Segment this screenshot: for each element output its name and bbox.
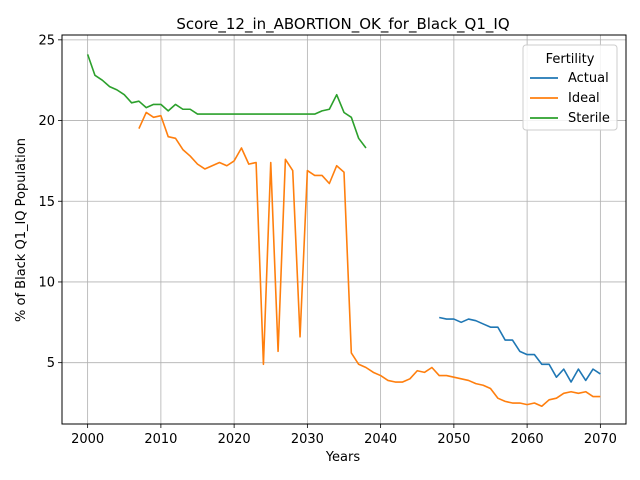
x-axis: 2000 2010 2020 2030 2040 2050 2060 2070 [71,424,617,447]
x-tick-label: 2070 [584,432,617,447]
legend-label-actual: Actual [568,71,609,86]
x-tick-label: 2060 [511,432,544,447]
legend-label-ideal: Ideal [568,91,600,106]
y-axis-label: % of Black Q1_IQ Population [14,138,29,322]
y-tick-label: 20 [38,114,55,129]
x-tick-label: 2010 [144,432,177,447]
x-tick-label: 2040 [364,432,397,447]
legend-box [522,44,618,131]
y-tick-label: 25 [38,33,55,48]
series-line-sterile [86,54,367,149]
x-tick-label: 2030 [291,432,324,447]
y-tick-label: 10 [38,275,55,290]
y-tick-label: 5 [47,356,55,371]
y-tick-label: 15 [38,195,55,210]
x-tick-label: 2020 [218,432,251,447]
x-tick-label: 2000 [71,432,104,447]
y-axis: 5 10 15 20 25 [38,33,62,371]
legend-title: Fertility [546,52,595,67]
legend-label-sterile: Sterile [568,111,610,126]
series-line-actual [439,316,601,383]
x-tick-label: 2050 [437,432,470,447]
plot-area-frame [61,34,627,425]
legend: Fertility Actual Ideal Sterile [522,44,618,131]
chart-title: Score_12_in_ABORTION_OK_for_Black_Q1_IQ [176,15,509,34]
series-line-ideal [138,111,601,408]
x-axis-label: Years [325,450,361,465]
series-lines [86,54,601,408]
